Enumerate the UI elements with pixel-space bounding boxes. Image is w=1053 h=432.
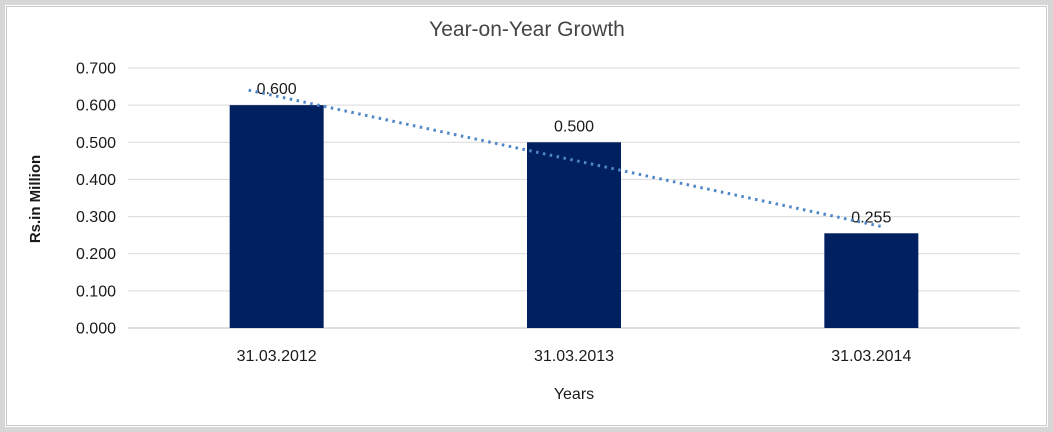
x-axis-category-labels: 31.03.2012 31.03.2013 31.03.2014 — [237, 348, 912, 365]
y-tick-label: 0.000 — [76, 321, 116, 338]
chart-title: Year-on-Year Growth — [429, 18, 625, 41]
data-label: 0.500 — [554, 118, 594, 135]
y-tick-label: 0.200 — [76, 246, 116, 263]
x-category-label: 31.03.2014 — [831, 348, 911, 365]
y-tick-label: 0.400 — [76, 172, 116, 189]
x-category-label: 31.03.2013 — [534, 348, 614, 365]
y-tick-label: 0.700 — [76, 61, 116, 78]
bar-series — [229, 105, 919, 329]
y-tick-label: 0.500 — [76, 135, 116, 152]
data-label: 0.600 — [257, 81, 297, 98]
y-axis-title: Rs.in Million — [27, 155, 44, 243]
y-tick-label: 0.100 — [76, 283, 116, 300]
bar — [824, 233, 919, 328]
y-tick-label: 0.600 — [76, 98, 116, 115]
bar — [229, 105, 324, 329]
data-label: 0.255 — [851, 209, 891, 226]
x-axis-title: Years — [554, 386, 594, 403]
bar-data-labels: 0.600 0.500 0.255 — [257, 81, 892, 226]
bar — [527, 142, 621, 328]
trendline — [248, 88, 882, 228]
chart-area-border — [6, 6, 1047, 426]
y-axis-tick-labels: 0.700 0.600 0.500 0.400 0.300 0.200 0.100 0.000 — [76, 61, 116, 338]
y-tick-label: 0.300 — [76, 209, 116, 226]
x-category-label: 31.03.2012 — [237, 348, 317, 365]
